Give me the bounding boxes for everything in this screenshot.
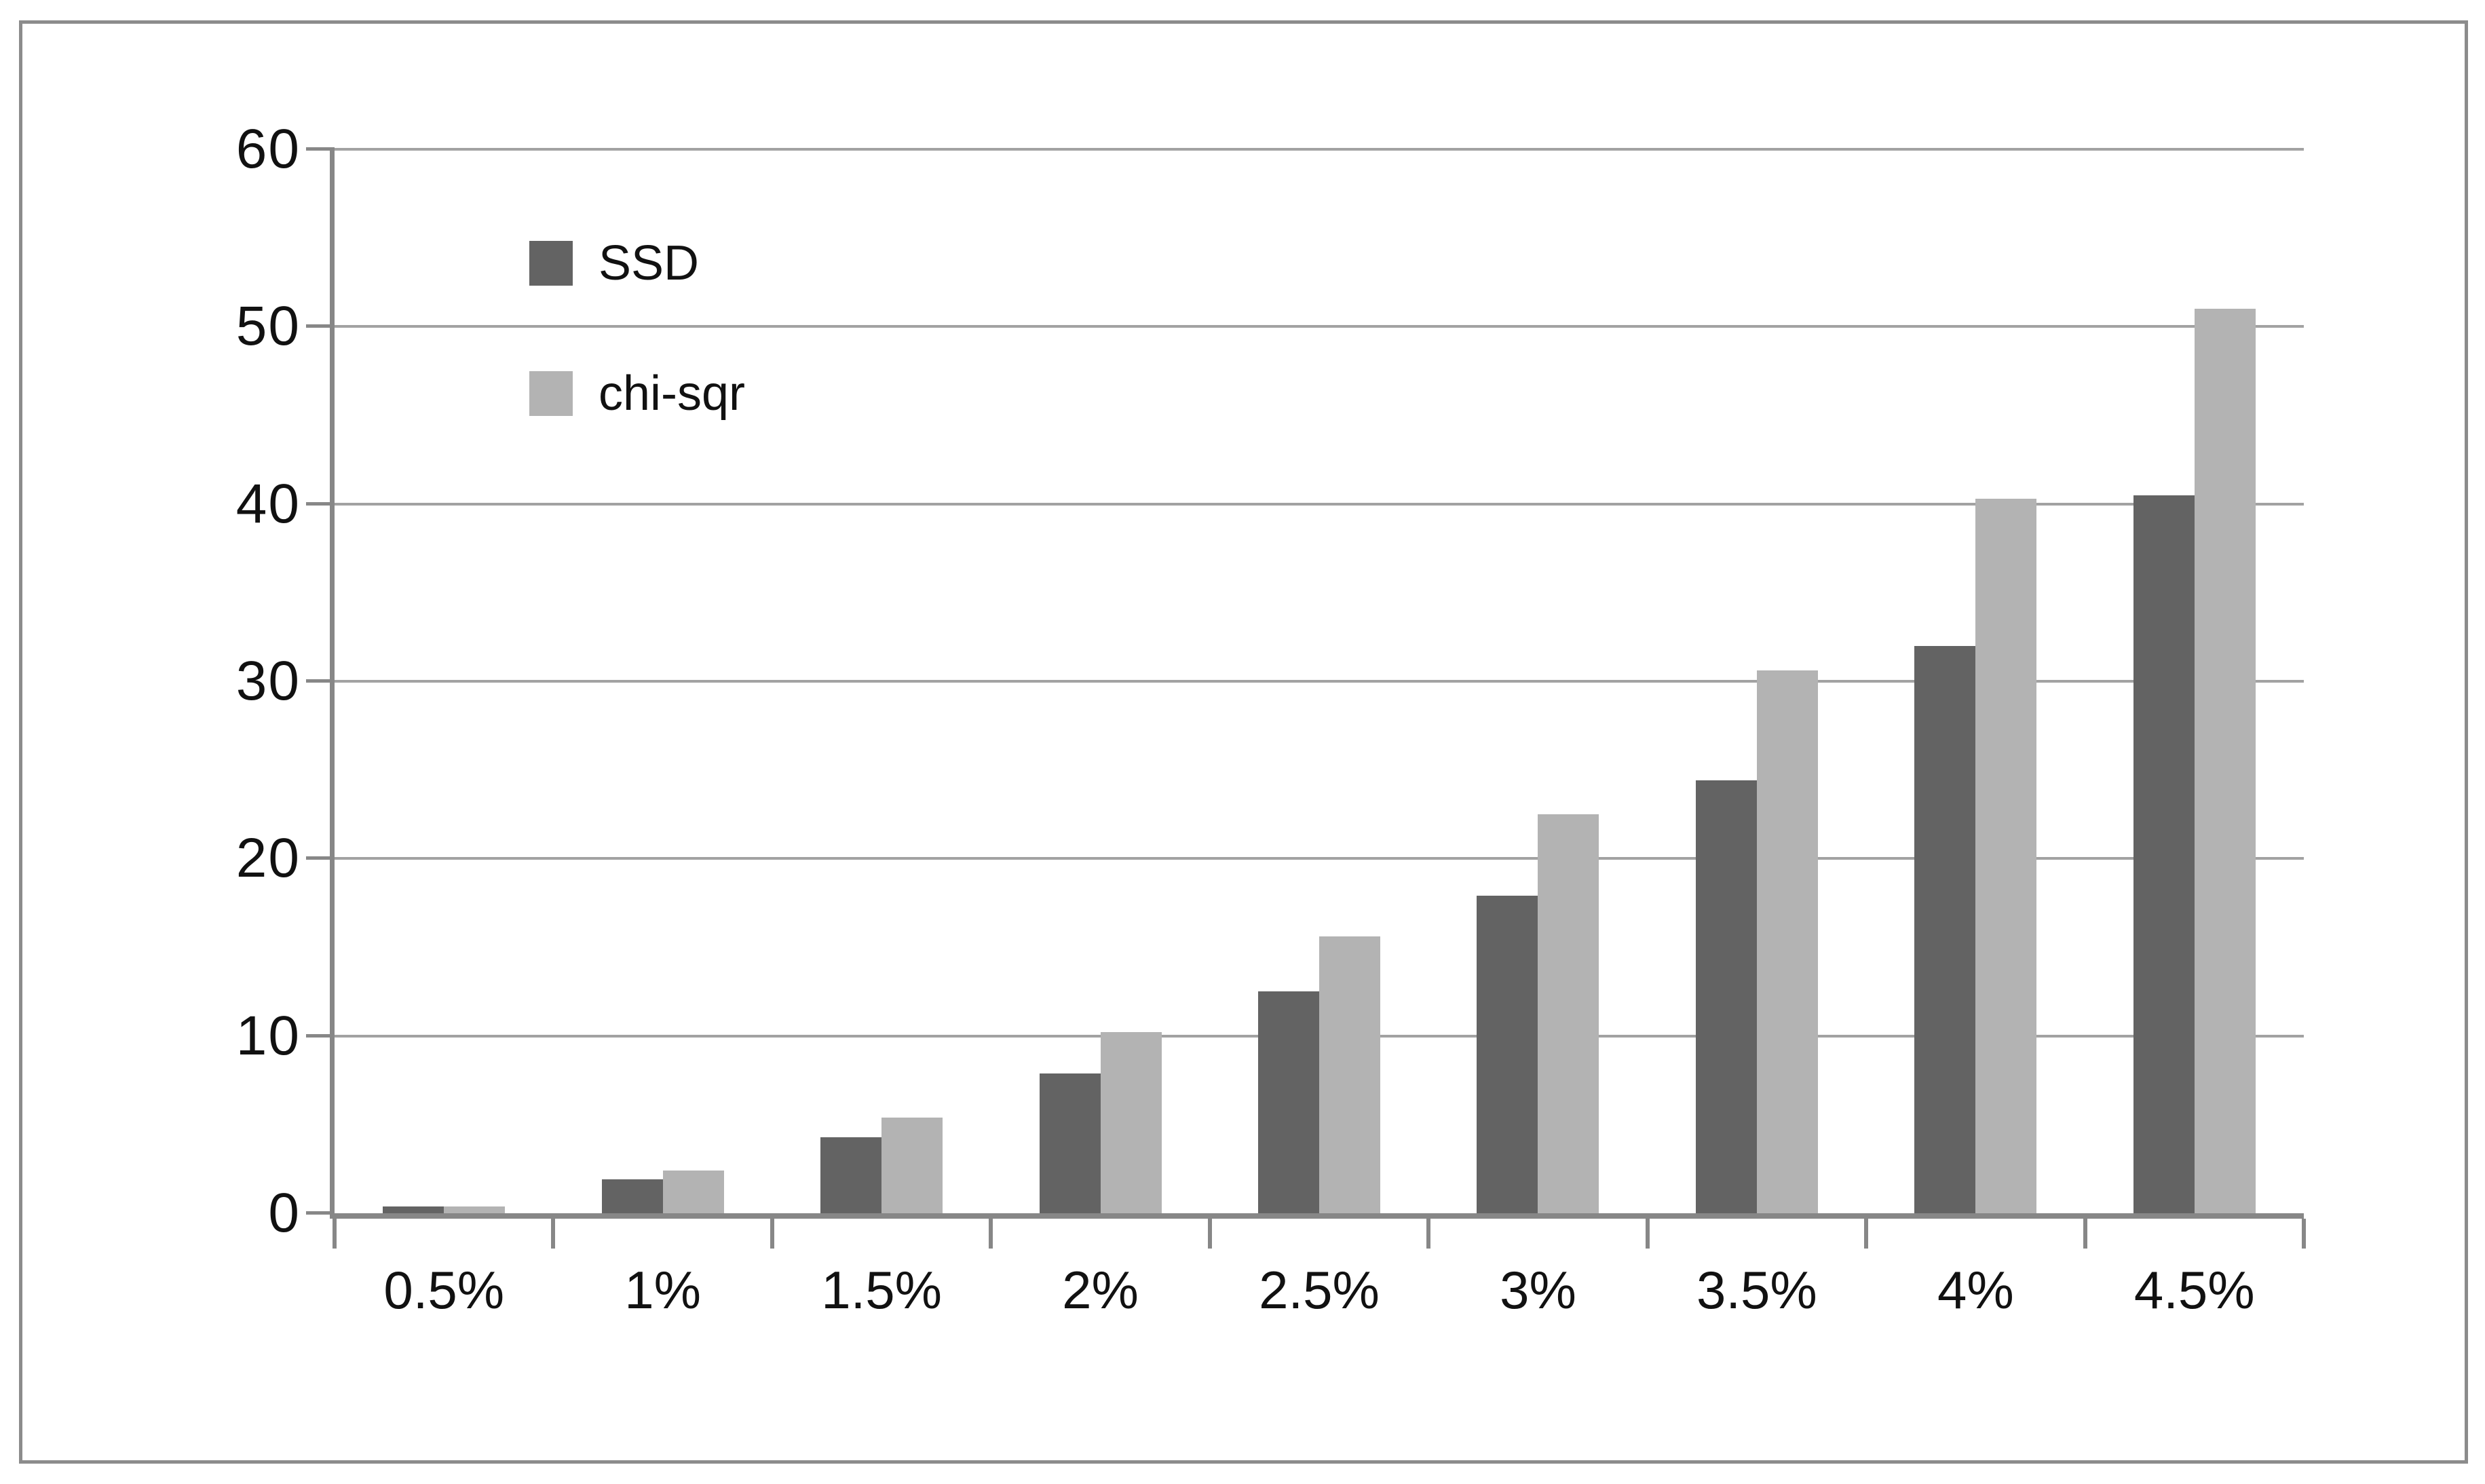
bar-chi-sqr-0.5% [444,1206,506,1213]
x-tick-mark-9 [2302,1219,2306,1249]
x-tick-mark-0 [333,1219,337,1249]
y-tick-mark-40 [306,501,335,506]
x-tick-mark-8 [2083,1219,2087,1249]
x-tick-label-2.5%: 2.5% [1259,1260,1380,1320]
y-tick-label-60: 60 [235,118,301,180]
bar-ssd-1% [601,1179,663,1213]
bar-group-1.5% [772,149,991,1213]
bar-ssd-3.5% [1695,780,1757,1213]
gridline-y-20 [335,857,2304,860]
x-axis-line [330,1213,2304,1219]
legend-label-ssd: SSD [599,236,700,290]
bar-group-3.5% [1648,149,1866,1213]
bar-ssd-0.5% [383,1206,444,1213]
gridline-y-50 [335,325,2304,328]
legend-label-chi-sqr: chi-sqr [599,366,746,421]
y-tick-label-10: 10 [235,1004,301,1067]
bar-ssd-2% [1039,1073,1101,1213]
y-tick-mark-50 [306,324,335,328]
x-tick-label-1.5%: 1.5% [821,1260,943,1320]
legend-swatch-chi-sqr [529,371,573,416]
bar-chi-sqr-4% [1975,498,2037,1213]
x-tick-label-3.5%: 3.5% [1696,1260,1817,1320]
bar-chi-sqr-2.5% [1319,936,1380,1213]
legend-item-chi-sqr: chi-sqr [529,369,745,418]
x-tick-mark-3 [989,1219,993,1249]
x-tick-label-4.5%: 4.5% [2133,1260,2255,1320]
chart-outer-border [19,20,2468,1464]
x-tick-label-3%: 3% [1500,1260,1576,1320]
bar-chi-sqr-1% [662,1171,724,1213]
bar-ssd-3% [1477,896,1538,1213]
x-tick-label-4%: 4% [1937,1260,2014,1320]
y-tick-mark-20 [306,856,335,860]
x-tick-mark-5 [1426,1219,1431,1249]
bar-group-2% [991,149,1209,1213]
y-tick-label-20: 20 [235,827,301,890]
bar-group-2.5% [1210,149,1428,1213]
bar-ssd-1.5% [820,1137,882,1213]
y-tick-label-50: 50 [235,295,301,358]
x-tick-label-2%: 2% [1062,1260,1139,1320]
bar-group-4.5% [2085,149,2304,1213]
x-axis-labels: 0.5% 1% 1.5% 2% 2.5% 3% 3.5% 4% 4.5% [335,1259,2304,1348]
x-tick-mark-7 [1864,1219,1869,1249]
gridline-y-40 [335,502,2304,506]
bar-group-1% [553,149,772,1213]
plot-area [306,147,2306,1249]
x-tick-mark-1 [551,1219,556,1249]
bar-chi-sqr-4.5% [2194,309,2256,1213]
x-tick-mark-2 [770,1219,774,1249]
y-tick-mark-30 [306,679,335,683]
x-tick-label-0.5%: 0.5% [383,1260,505,1320]
x-tick-mark-4 [1207,1219,1212,1249]
x-tick-label-1%: 1% [624,1260,702,1320]
y-axis-labels: 0 10 20 30 40 50 60 [0,118,301,1244]
bar-chi-sqr-3.5% [1756,670,1818,1213]
bar-ssd-2.5% [1257,991,1319,1213]
bar-chi-sqr-2% [1100,1032,1162,1213]
bar-chi-sqr-3% [1538,814,1599,1213]
legend-swatch-ssd [529,241,573,286]
bar-ssd-4.5% [2133,495,2195,1213]
y-tick-label-0: 0 [268,1182,301,1244]
y-axis-line [330,148,335,1219]
bar-chi-sqr-1.5% [881,1117,943,1213]
y-tick-mark-10 [306,1033,335,1038]
bar-group-0.5% [335,149,553,1213]
y-tick-label-40: 40 [235,472,301,535]
bar-group-4% [1866,149,2085,1213]
gridline-y-60 [335,148,2304,151]
bar-group-3% [1428,149,1647,1213]
bar-ssd-4% [1914,645,1976,1213]
legend: SSD chi-sqr [529,239,745,499]
y-tick-mark-60 [306,147,335,151]
x-tick-mark-6 [1645,1219,1650,1249]
legend-item-ssd: SSD [529,239,745,288]
gridline-y-30 [335,680,2304,683]
y-tick-label-30: 30 [235,650,301,712]
y-tick-mark-0 [306,1211,335,1215]
